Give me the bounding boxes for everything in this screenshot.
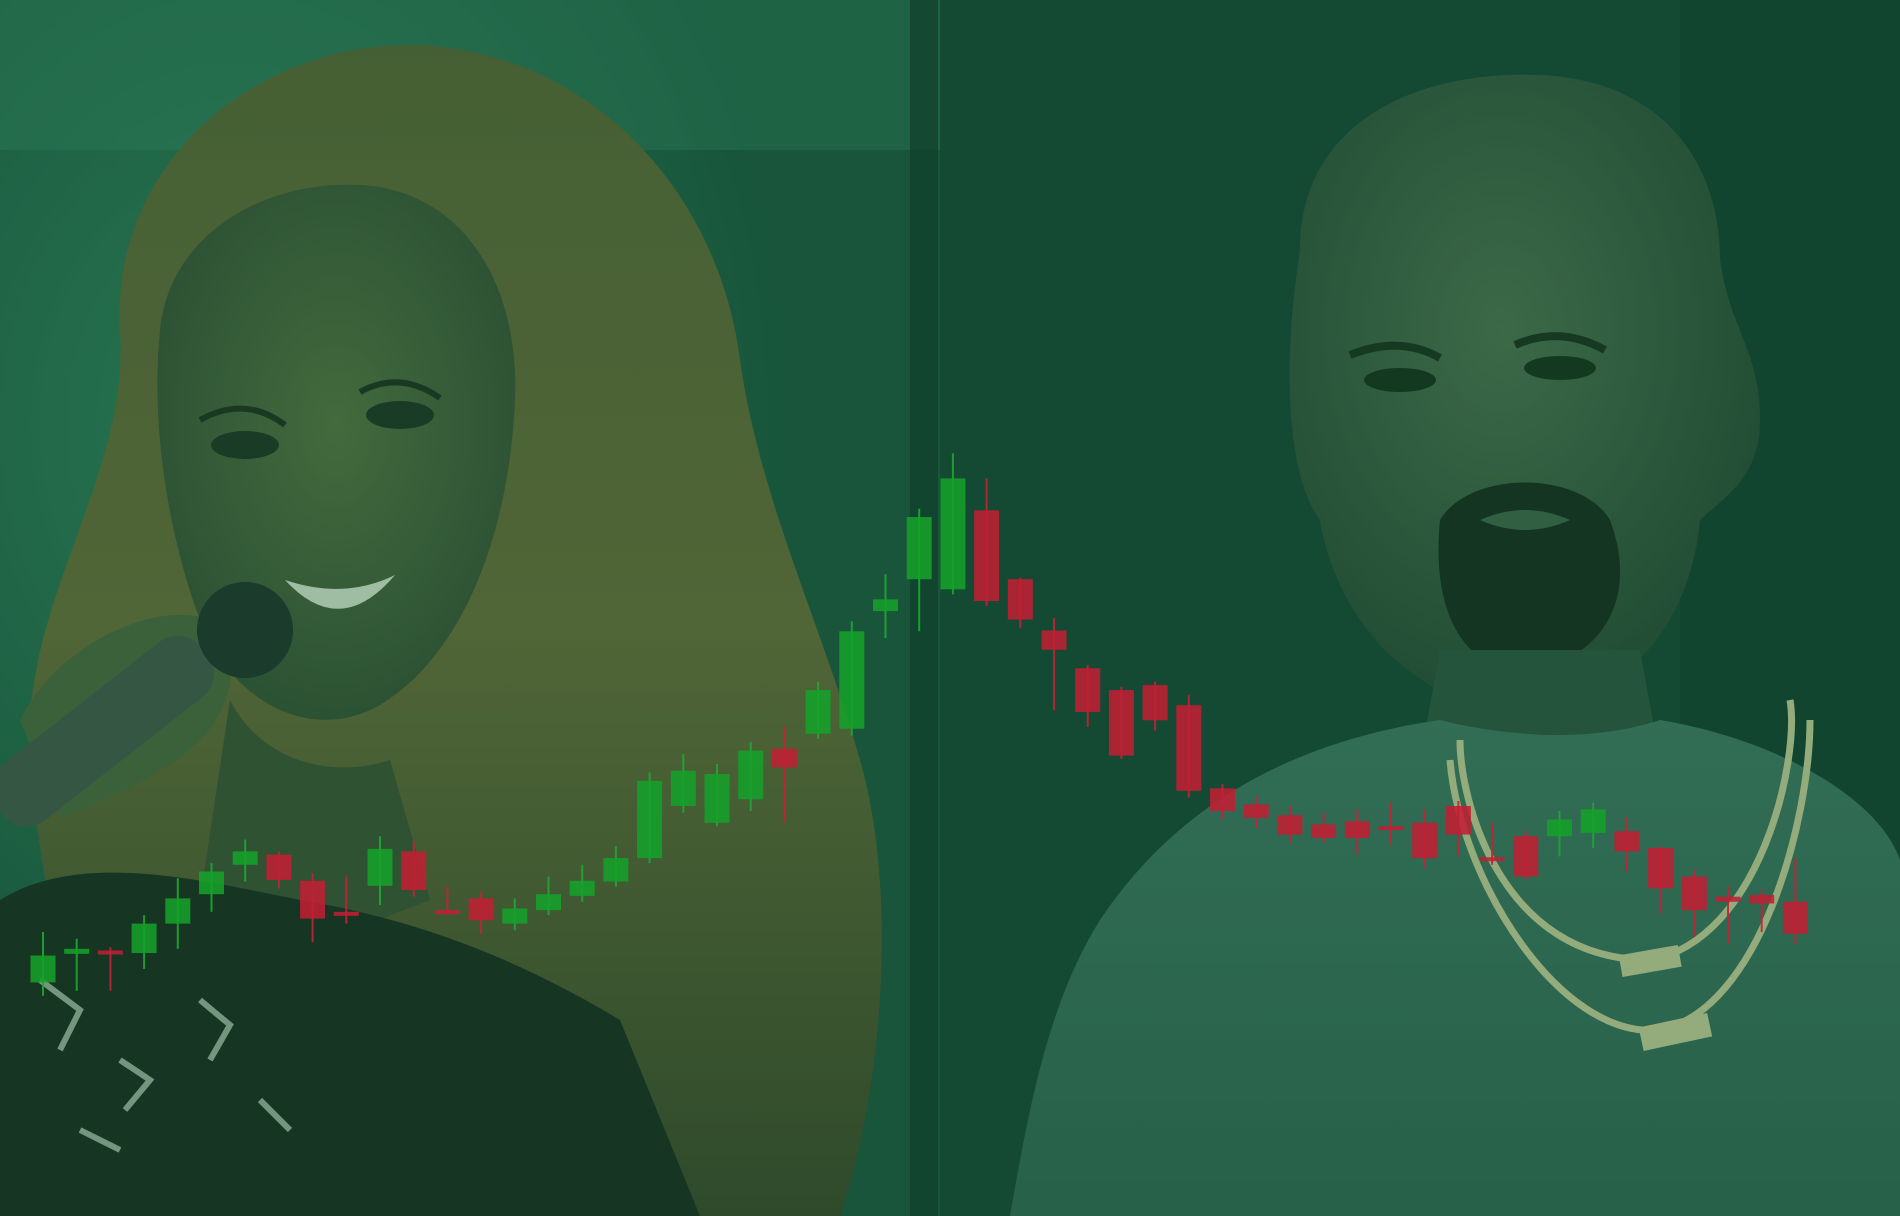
candle-body-bullish: [502, 908, 528, 924]
candle-body-bearish: [1311, 824, 1337, 838]
candle-body-bullish: [30, 955, 56, 983]
candle-body-bearish: [1782, 901, 1808, 934]
candle-body-bearish: [401, 851, 427, 890]
candle-body-bearish: [1445, 806, 1471, 835]
candle-body-bearish: [1075, 668, 1101, 712]
candle-body-bearish: [300, 880, 326, 919]
candle-body-bearish: [1378, 826, 1404, 831]
candle-body-bullish: [873, 599, 898, 612]
candle-body-bullish: [64, 948, 90, 954]
candle-body-bearish: [974, 510, 1000, 602]
candle-body-bullish: [603, 858, 629, 882]
candle-body-bearish: [1749, 895, 1775, 904]
woman-smile: [285, 575, 395, 609]
candle-body-bullish: [839, 631, 865, 729]
woman-right-eye: [366, 401, 434, 429]
microphone: [0, 635, 214, 827]
candle-body-bearish: [97, 950, 123, 955]
woman-jacket: [0, 872, 700, 1216]
candle-body-bearish: [1243, 804, 1269, 818]
candle-body-bullish: [738, 750, 764, 800]
candle-body-bearish: [1513, 836, 1539, 877]
candle-body-bullish: [637, 780, 663, 859]
candle-body-bearish: [434, 910, 460, 915]
woman-left-eye: [211, 431, 279, 459]
candle-body-bullish: [232, 851, 258, 865]
candlestick-chart: [30, 453, 1808, 996]
man-left-eye: [1364, 368, 1436, 392]
candle-body-bullish: [165, 898, 191, 924]
background-pillar: [910, 0, 938, 1216]
candle-body-bullish: [704, 774, 730, 823]
candle-body-bullish: [199, 871, 224, 895]
candle-body-bearish: [1715, 896, 1741, 902]
candle-body-bearish: [1041, 630, 1067, 650]
candle-body-bearish: [1007, 579, 1033, 620]
candle-body-bearish: [1344, 821, 1370, 838]
candle-body-bullish: [670, 770, 696, 806]
candle-body-bearish: [1210, 788, 1235, 812]
candle-body-bearish: [266, 854, 292, 880]
candle-body-bullish: [1580, 809, 1606, 833]
candle-body-bearish: [1614, 831, 1640, 852]
candle-body-bullish: [367, 848, 393, 886]
candle-body-bullish: [1547, 819, 1572, 837]
candle-body-bearish: [333, 911, 359, 916]
candle-body-bullish: [536, 894, 561, 911]
candle-body-bullish: [906, 517, 932, 580]
candle-body-bearish: [1176, 705, 1202, 791]
man-right-eye: [1524, 356, 1596, 380]
candle-body-bullish: [940, 478, 966, 590]
man-beard: [1438, 482, 1621, 671]
candle-body-bearish: [1681, 876, 1707, 911]
candle-body-bearish: [1479, 857, 1505, 862]
candle-body-bearish: [771, 748, 797, 768]
candle-body-bearish: [1108, 690, 1134, 756]
candle-body-bullish: [805, 690, 831, 734]
candle-body-bearish: [1648, 848, 1674, 889]
man-shirt: [1010, 720, 1900, 1216]
candle-body-bearish: [1142, 685, 1168, 721]
candle-body-bearish: [468, 898, 494, 921]
candle-body-bearish: [1277, 815, 1303, 835]
candle-body-bearish: [1412, 822, 1438, 859]
candle-body-bullish: [131, 923, 157, 953]
microphone-head: [197, 582, 293, 678]
candle-body-bullish: [569, 880, 595, 896]
man-head: [1289, 74, 1760, 711]
